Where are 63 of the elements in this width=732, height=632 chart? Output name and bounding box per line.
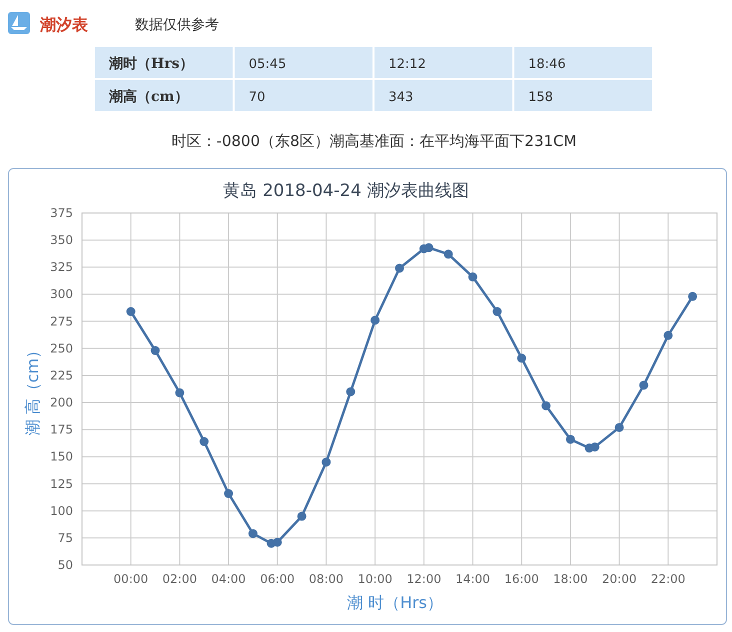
point bbox=[517, 354, 526, 363]
x-tick-label: 14:00 bbox=[455, 572, 490, 586]
y-tick-label: 150 bbox=[50, 450, 73, 464]
text: 158 bbox=[528, 90, 554, 105]
point bbox=[639, 380, 648, 390]
x-tick-label: 12:00 bbox=[406, 572, 442, 586]
x-tick-label: 20:00 bbox=[602, 572, 637, 586]
point bbox=[346, 387, 356, 396]
y-tick-label: 225 bbox=[50, 368, 73, 382]
point bbox=[664, 330, 673, 340]
y-tick-label: 325 bbox=[50, 260, 73, 274]
point bbox=[175, 388, 184, 398]
x-tick-label: 06:00 bbox=[260, 572, 295, 586]
point bbox=[272, 538, 282, 547]
x-tick-label: 00:00 bbox=[114, 572, 148, 586]
y-tick-label: 250 bbox=[50, 341, 73, 356]
y-tick-label: 375 bbox=[50, 206, 73, 220]
text: 数据仅供参考 bbox=[135, 17, 219, 33]
x-axis-title: 潮 时（Hrs） bbox=[346, 593, 444, 612]
point bbox=[468, 272, 478, 282]
point bbox=[126, 307, 136, 316]
y-tick-label: 175 bbox=[50, 422, 73, 437]
point bbox=[542, 401, 551, 410]
x-tick-label: 02:00 bbox=[162, 572, 197, 586]
x-tick-label: 04:00 bbox=[211, 572, 246, 586]
text: 潮高（cm） bbox=[108, 88, 188, 105]
y-tick-label: 200 bbox=[50, 396, 73, 410]
y-tick-label: 350 bbox=[50, 233, 73, 248]
text: 70 bbox=[248, 90, 266, 105]
y-tick-label: 75 bbox=[58, 530, 73, 545]
point bbox=[370, 316, 380, 325]
point bbox=[395, 264, 404, 273]
x-tick-label: 16:00 bbox=[504, 572, 539, 586]
point bbox=[444, 250, 453, 259]
point bbox=[248, 529, 258, 538]
x-tick-label: 22:00 bbox=[650, 572, 686, 586]
point bbox=[224, 489, 234, 498]
y-tick-label: 50 bbox=[58, 558, 73, 572]
point bbox=[614, 422, 624, 432]
point bbox=[688, 292, 698, 301]
text: 时区：-0800（东8区）潮高基准面：在平均海平面下231CM bbox=[171, 132, 577, 150]
point bbox=[492, 307, 502, 316]
y-tick-label: 275 bbox=[50, 314, 73, 328]
y-tick-label: 125 bbox=[50, 476, 73, 491]
y-axis-title: 潮 高（cm） bbox=[23, 342, 42, 436]
text: 潮时（Hrs） bbox=[108, 56, 194, 72]
text: 05:45 bbox=[248, 57, 286, 72]
point bbox=[297, 512, 306, 521]
y-tick-label: 300 bbox=[50, 287, 73, 302]
point bbox=[200, 437, 209, 446]
point bbox=[566, 434, 575, 444]
point bbox=[322, 458, 331, 467]
x-tick-label: 10:00 bbox=[358, 572, 392, 586]
point bbox=[590, 442, 600, 452]
text: 18:46 bbox=[528, 57, 566, 72]
text: 12:12 bbox=[388, 57, 426, 72]
chart-title: 黄岛 2018-04-24 潮汐表曲线图 bbox=[223, 181, 469, 201]
y-tick-label: 100 bbox=[50, 504, 73, 518]
point bbox=[150, 346, 160, 356]
x-tick-label: 08:00 bbox=[308, 572, 344, 586]
text: 潮汐表 bbox=[39, 15, 89, 34]
x-tick-label: 18:00 bbox=[553, 572, 588, 586]
text: 343 bbox=[388, 90, 414, 105]
